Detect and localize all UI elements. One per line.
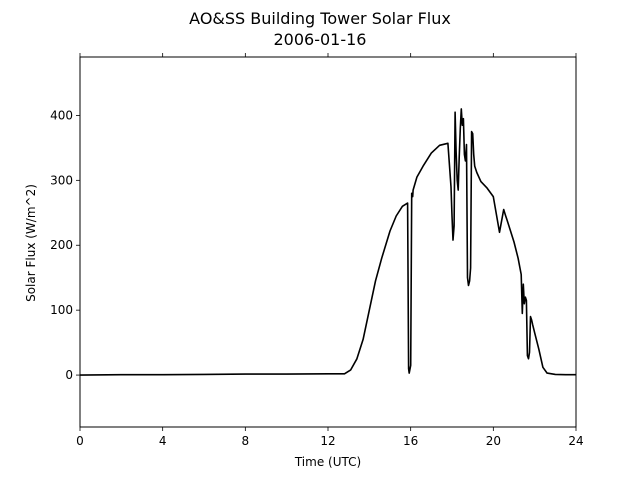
y-tick-label: 300 [50, 173, 73, 187]
y-axis-label: Solar Flux (W/m^2) [24, 184, 38, 302]
plot-area [79, 108, 576, 376]
x-tick-label: 0 [76, 434, 84, 448]
x-tick-label: 16 [403, 434, 418, 448]
chart-title: AO&SS Building Tower Solar Flux [189, 9, 451, 28]
tick-labels: 0 4 8 12 16 20 24 0 100 200 300 400 [50, 108, 584, 448]
y-tick-label: 0 [65, 368, 73, 382]
solar-flux-series-line [79, 108, 576, 376]
plot-frame [79, 56, 577, 428]
x-tick-label: 20 [486, 434, 501, 448]
y-tick-label: 100 [50, 303, 73, 317]
x-tick-label: 4 [159, 434, 167, 448]
x-axis-label: Time (UTC) [294, 455, 361, 469]
y-tick-label: 400 [50, 108, 73, 122]
x-tick-label: 24 [568, 434, 583, 448]
y-tick-label: 200 [50, 238, 73, 252]
x-tick-label: 12 [320, 434, 335, 448]
axis-ticks [76, 53, 577, 431]
chart-subtitle: 2006-01-16 [274, 30, 367, 49]
x-tick-label: 8 [242, 434, 250, 448]
